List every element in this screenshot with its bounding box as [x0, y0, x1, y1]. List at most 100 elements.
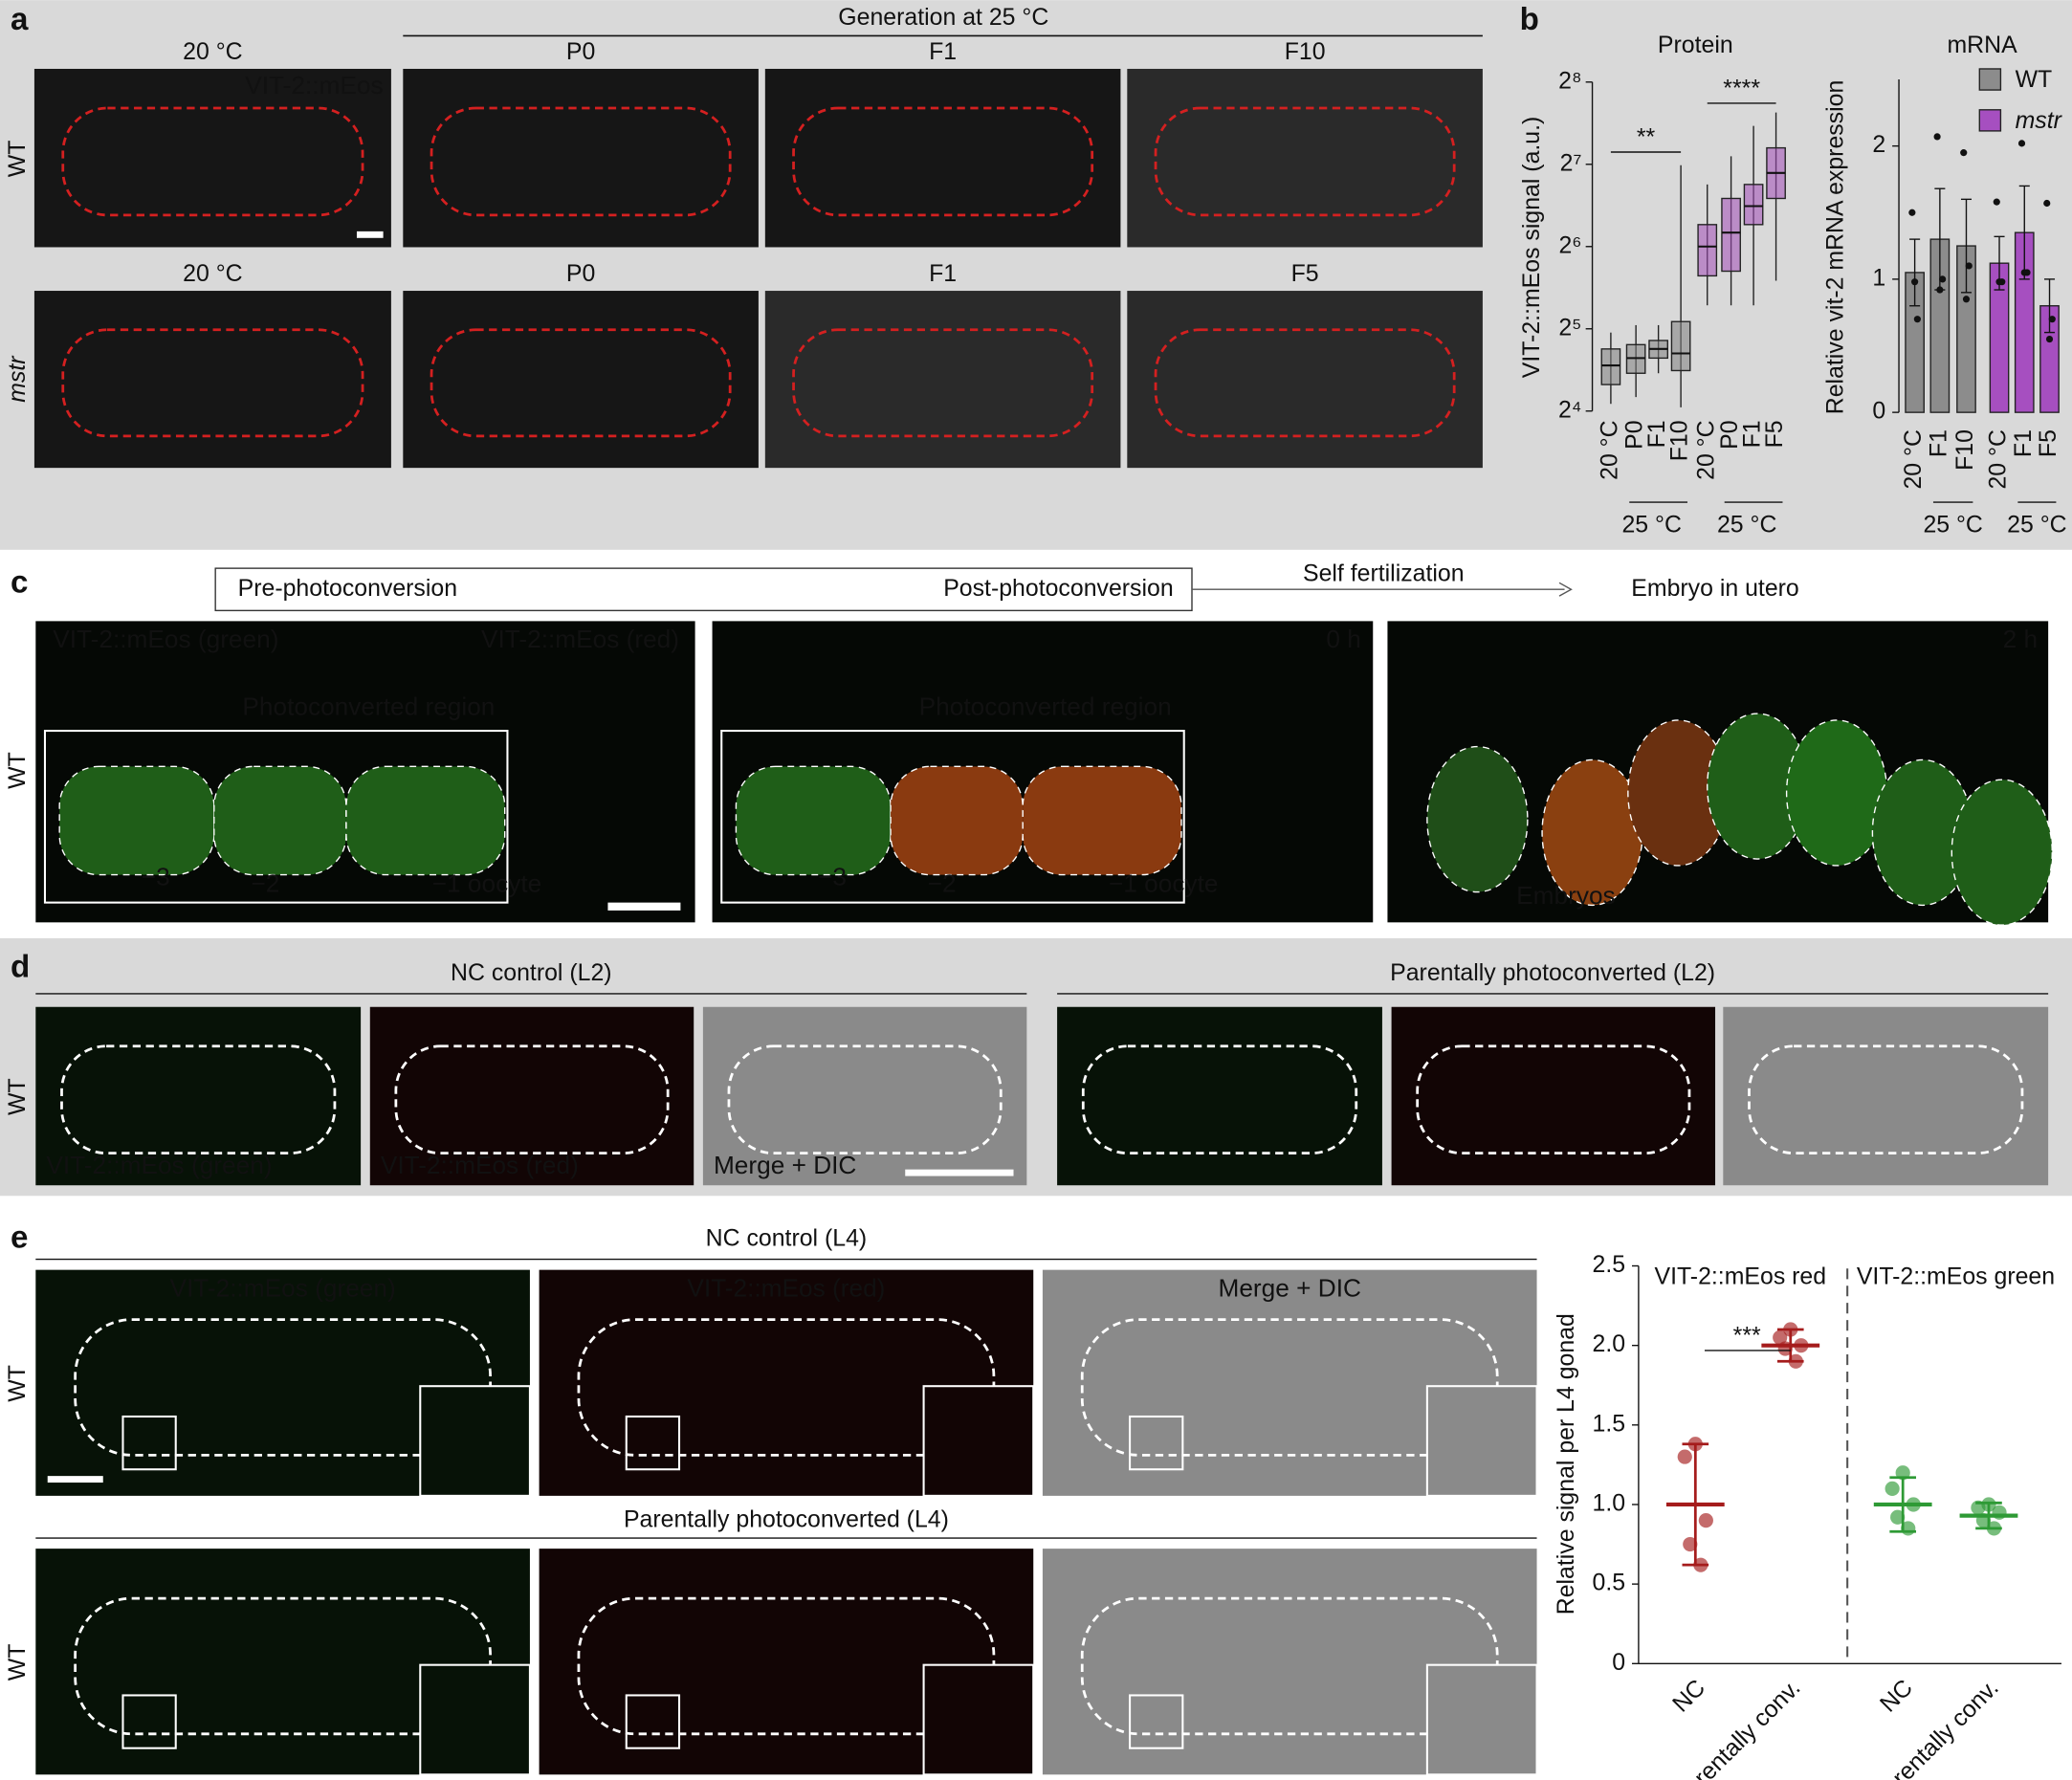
oocyte [1022, 765, 1182, 876]
inset [922, 1385, 1035, 1497]
y-axis-label: Relative signal per L4 gonad [1553, 1313, 1579, 1615]
data-point [1911, 278, 1919, 286]
oocyte-label: −3 [142, 863, 170, 891]
row-label: WT [4, 752, 31, 789]
inset [419, 1385, 531, 1497]
micrograph [1057, 1006, 1382, 1186]
y-axis-label: VIT-2::mEos signal (a.u.) [1518, 117, 1545, 379]
inset-box [121, 1415, 177, 1471]
column-label: F10 [1285, 38, 1326, 65]
oocyte-label: −2 [928, 869, 957, 898]
gonad-outline [430, 106, 732, 217]
gonad-outline [792, 328, 1094, 438]
region-box [720, 730, 1185, 904]
oocyte [345, 765, 506, 876]
y-tick-label: 2 [1872, 131, 1885, 158]
y-tick-label: 2⁷ [1560, 149, 1582, 176]
category-label: F1 [1925, 429, 1951, 457]
micrograph [403, 291, 759, 469]
embryo [1951, 779, 2053, 926]
category-label: F5 [1761, 420, 1788, 448]
bracket-label: 25 °C [1923, 511, 1982, 538]
column-label: 20 °C [183, 260, 242, 287]
inset-box [1129, 1694, 1184, 1749]
y-tick-label: 2⁵ [1558, 314, 1581, 341]
y-tick-label: 1.5 [1593, 1410, 1626, 1437]
data-point [2023, 269, 2031, 276]
y-axis-label: Relative vit-2 mRNA expression [1822, 80, 1849, 415]
micrograph [35, 1006, 362, 1186]
series-label: VIT-2::mEos red [1654, 1263, 1826, 1289]
channel-label: VIT-2::mEos (red) [687, 1273, 885, 1302]
region-label: Photoconverted region [242, 692, 495, 720]
gonad-outline [1416, 1044, 1691, 1155]
data-point [1913, 316, 1921, 323]
category-label: P0 [1716, 420, 1743, 449]
panel-label: c [11, 564, 28, 600]
data-point [1677, 1449, 1692, 1464]
micrograph [33, 291, 391, 469]
box [1721, 197, 1741, 273]
inset-box [625, 1415, 681, 1471]
significance: ** [1637, 124, 1656, 151]
y-tick-label: 2.0 [1593, 1330, 1626, 1357]
embryo [1785, 719, 1888, 867]
panel-label: a [11, 2, 29, 37]
bracket-label: 25 °C [1717, 511, 1776, 538]
category-label: P0 [1621, 420, 1648, 449]
y-tick-label: 2⁴ [1558, 396, 1582, 423]
inset [922, 1663, 1035, 1776]
step: Embryo in utero [1631, 575, 1798, 602]
data-point [2045, 335, 2054, 343]
category-label: F10 [1666, 420, 1693, 461]
step: Pre-photoconversion [238, 575, 457, 602]
box [1743, 184, 1764, 226]
data-point [1890, 1509, 1906, 1525]
panel-label: b [1520, 2, 1539, 37]
step: Self fertilization [1303, 560, 1465, 587]
oocyte [58, 765, 215, 876]
significance: **** [1723, 76, 1760, 102]
scale-bar [607, 902, 681, 911]
channel-label: VIT-2::mEos (green) [53, 625, 278, 653]
row-label: mstr [4, 355, 31, 403]
data-point [1960, 149, 1968, 157]
oocyte-label: −2 [251, 869, 279, 898]
channel-label: Merge + DIC [714, 1151, 856, 1179]
micrograph [764, 291, 1121, 469]
data-point [1993, 198, 2000, 206]
significance: *** [1733, 1323, 1761, 1350]
y-tick-label: 1 [1872, 264, 1885, 291]
category-label: F1 [1739, 420, 1766, 448]
step: Post-photoconversion [943, 575, 1173, 602]
data-point [2048, 316, 2056, 323]
column-label: F5 [1291, 260, 1319, 287]
channel-label: VIT-2::mEos (green) [170, 1273, 396, 1302]
category-label: F10 [1951, 429, 1978, 471]
series-label: VIT-2::mEos green [1857, 1263, 2055, 1289]
channel-label: Merge + DIC [1218, 1273, 1360, 1302]
column-label: F1 [929, 260, 957, 287]
category-label: 20 °C [1596, 420, 1622, 479]
data-point [2043, 199, 2051, 208]
box [1600, 348, 1621, 385]
micrograph [1127, 68, 1483, 248]
column-label: 20 °C [183, 38, 242, 65]
bracket-label: 25 °C [2007, 511, 2066, 538]
y-tick-label: 2⁶ [1558, 231, 1581, 258]
bracket-label: 25 °C [1621, 511, 1681, 538]
inset-box [625, 1694, 681, 1749]
channel-label: VIT-2::mEos (red) [481, 625, 679, 653]
category-label: 20 °C [1985, 429, 2012, 489]
row-label: WT [4, 141, 31, 178]
inset-box [1129, 1415, 1184, 1471]
oocyte [890, 765, 1024, 876]
box [1670, 320, 1691, 372]
embryo [1426, 745, 1529, 893]
inset-box [121, 1694, 177, 1749]
row-label: WT [4, 1644, 31, 1681]
oocyte [213, 765, 347, 876]
data-point [1683, 1536, 1698, 1552]
data-point [1936, 286, 1944, 294]
y-tick-label: 2.5 [1593, 1251, 1626, 1278]
